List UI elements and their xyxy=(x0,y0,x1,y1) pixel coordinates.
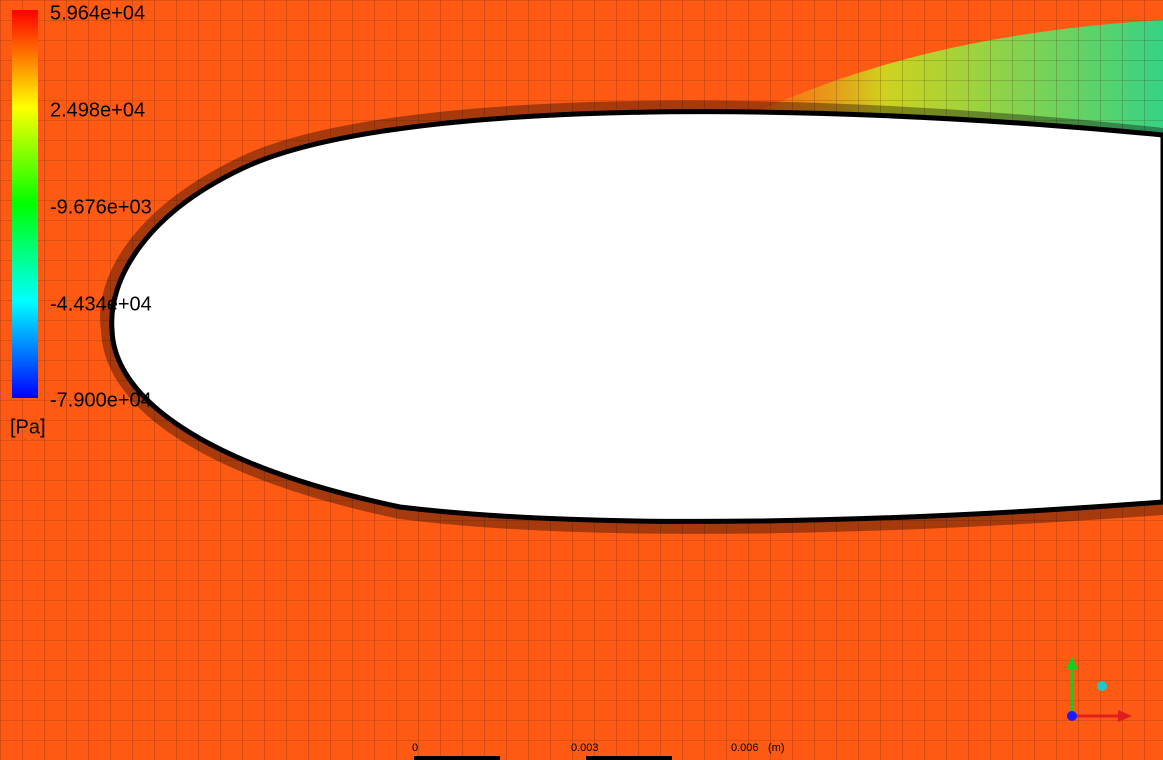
legend-label: -4.434e+04 xyxy=(50,293,152,315)
scale-segment xyxy=(414,756,500,760)
scale-label: 0.006 xyxy=(731,742,759,754)
viewport: 5.964e+04 2.498e+04 -9.676e+03 -4.434e+0… xyxy=(0,0,1163,760)
legend-label: -9.676e+03 xyxy=(50,196,152,218)
legend-label: 2.498e+04 xyxy=(50,99,145,121)
scale-unit: (m) xyxy=(768,742,785,754)
color-bar xyxy=(12,10,38,398)
scale-label: 0 xyxy=(412,742,418,754)
legend-unit: [Pa] xyxy=(10,416,46,438)
airfoil xyxy=(112,112,1163,522)
legend-label: 5.964e+04 xyxy=(50,2,145,24)
scale-label: 0.003 xyxy=(571,742,599,754)
scale-segment xyxy=(586,756,672,760)
legend-label: -7.900e+04 xyxy=(50,389,152,411)
